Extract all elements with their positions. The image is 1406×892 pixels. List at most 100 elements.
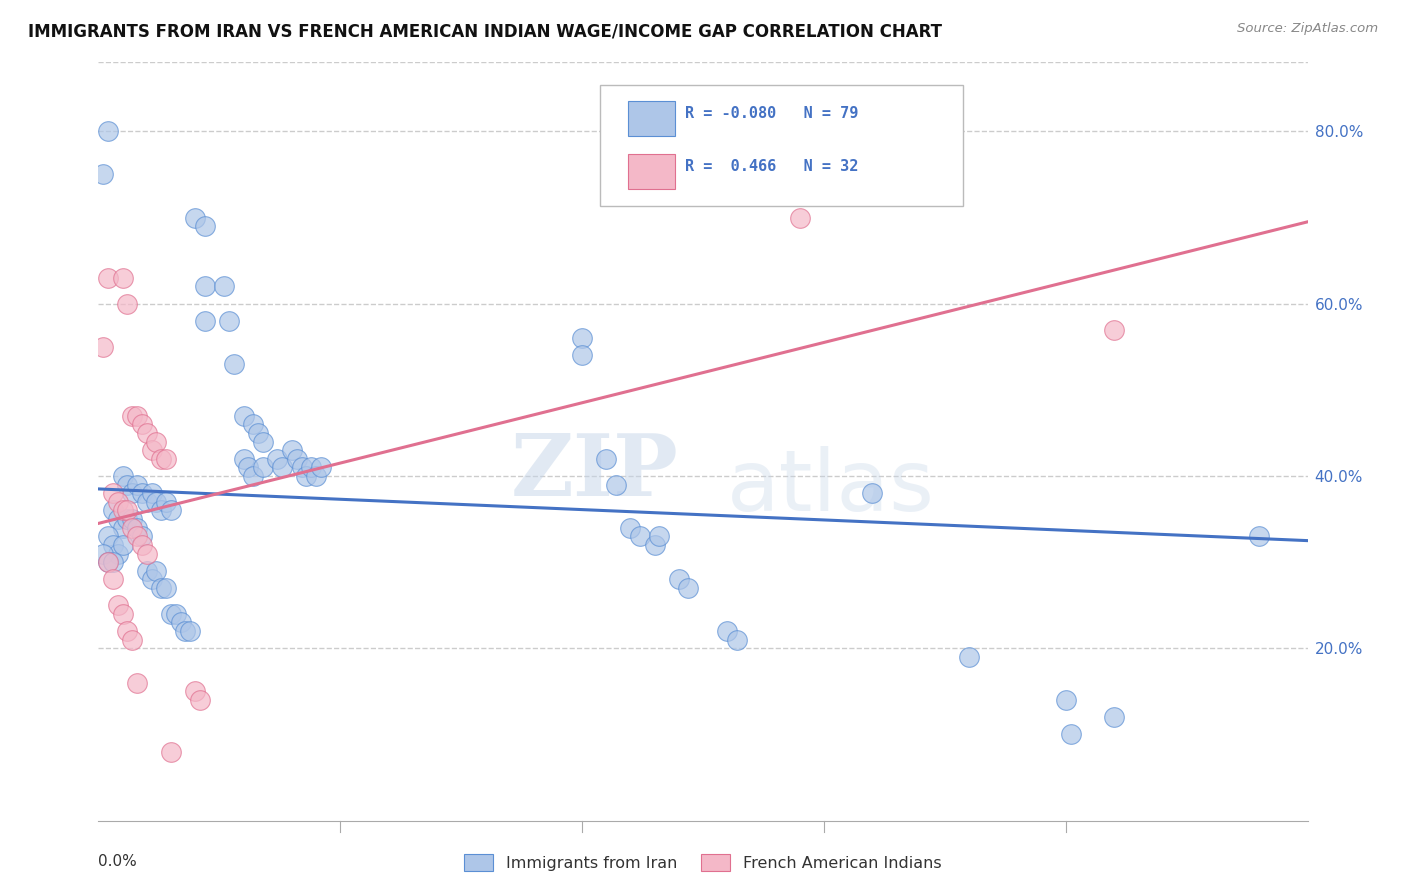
Point [97, 529, 120, 543]
Point [160, 607, 183, 621]
Point [1102, 322, 1125, 336]
FancyBboxPatch shape [628, 101, 675, 136]
Point [107, 599, 129, 613]
Point [121, 486, 143, 500]
Point [121, 632, 143, 647]
Point [91, 168, 114, 182]
Point [238, 460, 260, 475]
Point [97, 124, 120, 138]
Point [117, 296, 139, 310]
Point [648, 529, 671, 543]
Point [169, 615, 191, 630]
Point [101, 555, 124, 569]
Point [117, 624, 139, 639]
Point [111, 503, 134, 517]
FancyBboxPatch shape [600, 85, 963, 207]
FancyBboxPatch shape [628, 154, 675, 189]
Point [127, 521, 149, 535]
Point [305, 469, 328, 483]
Point [194, 219, 217, 234]
Point [309, 460, 332, 475]
Point [281, 443, 304, 458]
Point [247, 425, 270, 440]
Point [97, 555, 120, 569]
Point [135, 425, 157, 440]
Text: R =  0.466   N = 32: R = 0.466 N = 32 [685, 159, 858, 174]
Point [271, 460, 294, 475]
Point [155, 495, 177, 509]
Point [145, 564, 167, 578]
Point [266, 451, 288, 466]
Point [145, 434, 167, 449]
Point [101, 538, 124, 552]
Point [121, 512, 143, 526]
Point [141, 573, 163, 587]
Point [111, 469, 134, 483]
Point [101, 503, 124, 517]
Point [628, 529, 651, 543]
Point [131, 417, 153, 432]
Text: IMMIGRANTS FROM IRAN VS FRENCH AMERICAN INDIAN WAGE/INCOME GAP CORRELATION CHART: IMMIGRANTS FROM IRAN VS FRENCH AMERICAN … [28, 22, 942, 40]
Point [155, 451, 177, 466]
Point [150, 581, 173, 595]
Point [716, 624, 738, 639]
Point [160, 745, 183, 759]
Point [644, 538, 666, 552]
Point [668, 573, 690, 587]
Point [174, 624, 197, 639]
Point [285, 451, 308, 466]
Point [127, 675, 149, 690]
Point [165, 607, 187, 621]
Point [131, 486, 153, 500]
Point [135, 564, 157, 578]
Point [121, 409, 143, 423]
Point [117, 503, 139, 517]
Point [571, 348, 593, 362]
Text: R = -0.080   N = 79: R = -0.080 N = 79 [685, 106, 858, 121]
Point [121, 521, 143, 535]
Point [194, 314, 217, 328]
Point [212, 279, 235, 293]
Point [860, 486, 883, 500]
Point [131, 538, 153, 552]
Point [299, 460, 322, 475]
Point [101, 573, 124, 587]
Point [1059, 727, 1081, 741]
Point [232, 451, 254, 466]
Point [571, 331, 593, 345]
Point [295, 469, 318, 483]
Point [1249, 529, 1271, 543]
Text: 0.0%: 0.0% [98, 855, 138, 869]
Text: ZIP: ZIP [510, 430, 679, 514]
Point [188, 693, 211, 707]
Point [252, 460, 274, 475]
Point [97, 270, 120, 285]
Point [242, 469, 264, 483]
Point [127, 409, 149, 423]
Point [595, 451, 617, 466]
Point [141, 443, 163, 458]
Point [150, 451, 173, 466]
Text: Source: ZipAtlas.com: Source: ZipAtlas.com [1237, 22, 1378, 36]
Point [141, 486, 163, 500]
Point [111, 538, 134, 552]
Point [150, 503, 173, 517]
Point [725, 632, 748, 647]
Point [127, 477, 149, 491]
Point [789, 211, 811, 225]
Point [107, 547, 129, 561]
Point [605, 477, 627, 491]
Point [97, 555, 120, 569]
Point [678, 581, 700, 595]
Point [184, 211, 207, 225]
Point [111, 607, 134, 621]
Point [1102, 710, 1125, 724]
Point [111, 270, 134, 285]
Point [101, 486, 124, 500]
Point [107, 512, 129, 526]
Point [1054, 693, 1077, 707]
Point [194, 279, 217, 293]
Point [117, 477, 139, 491]
Point [222, 357, 245, 371]
Point [957, 649, 980, 664]
